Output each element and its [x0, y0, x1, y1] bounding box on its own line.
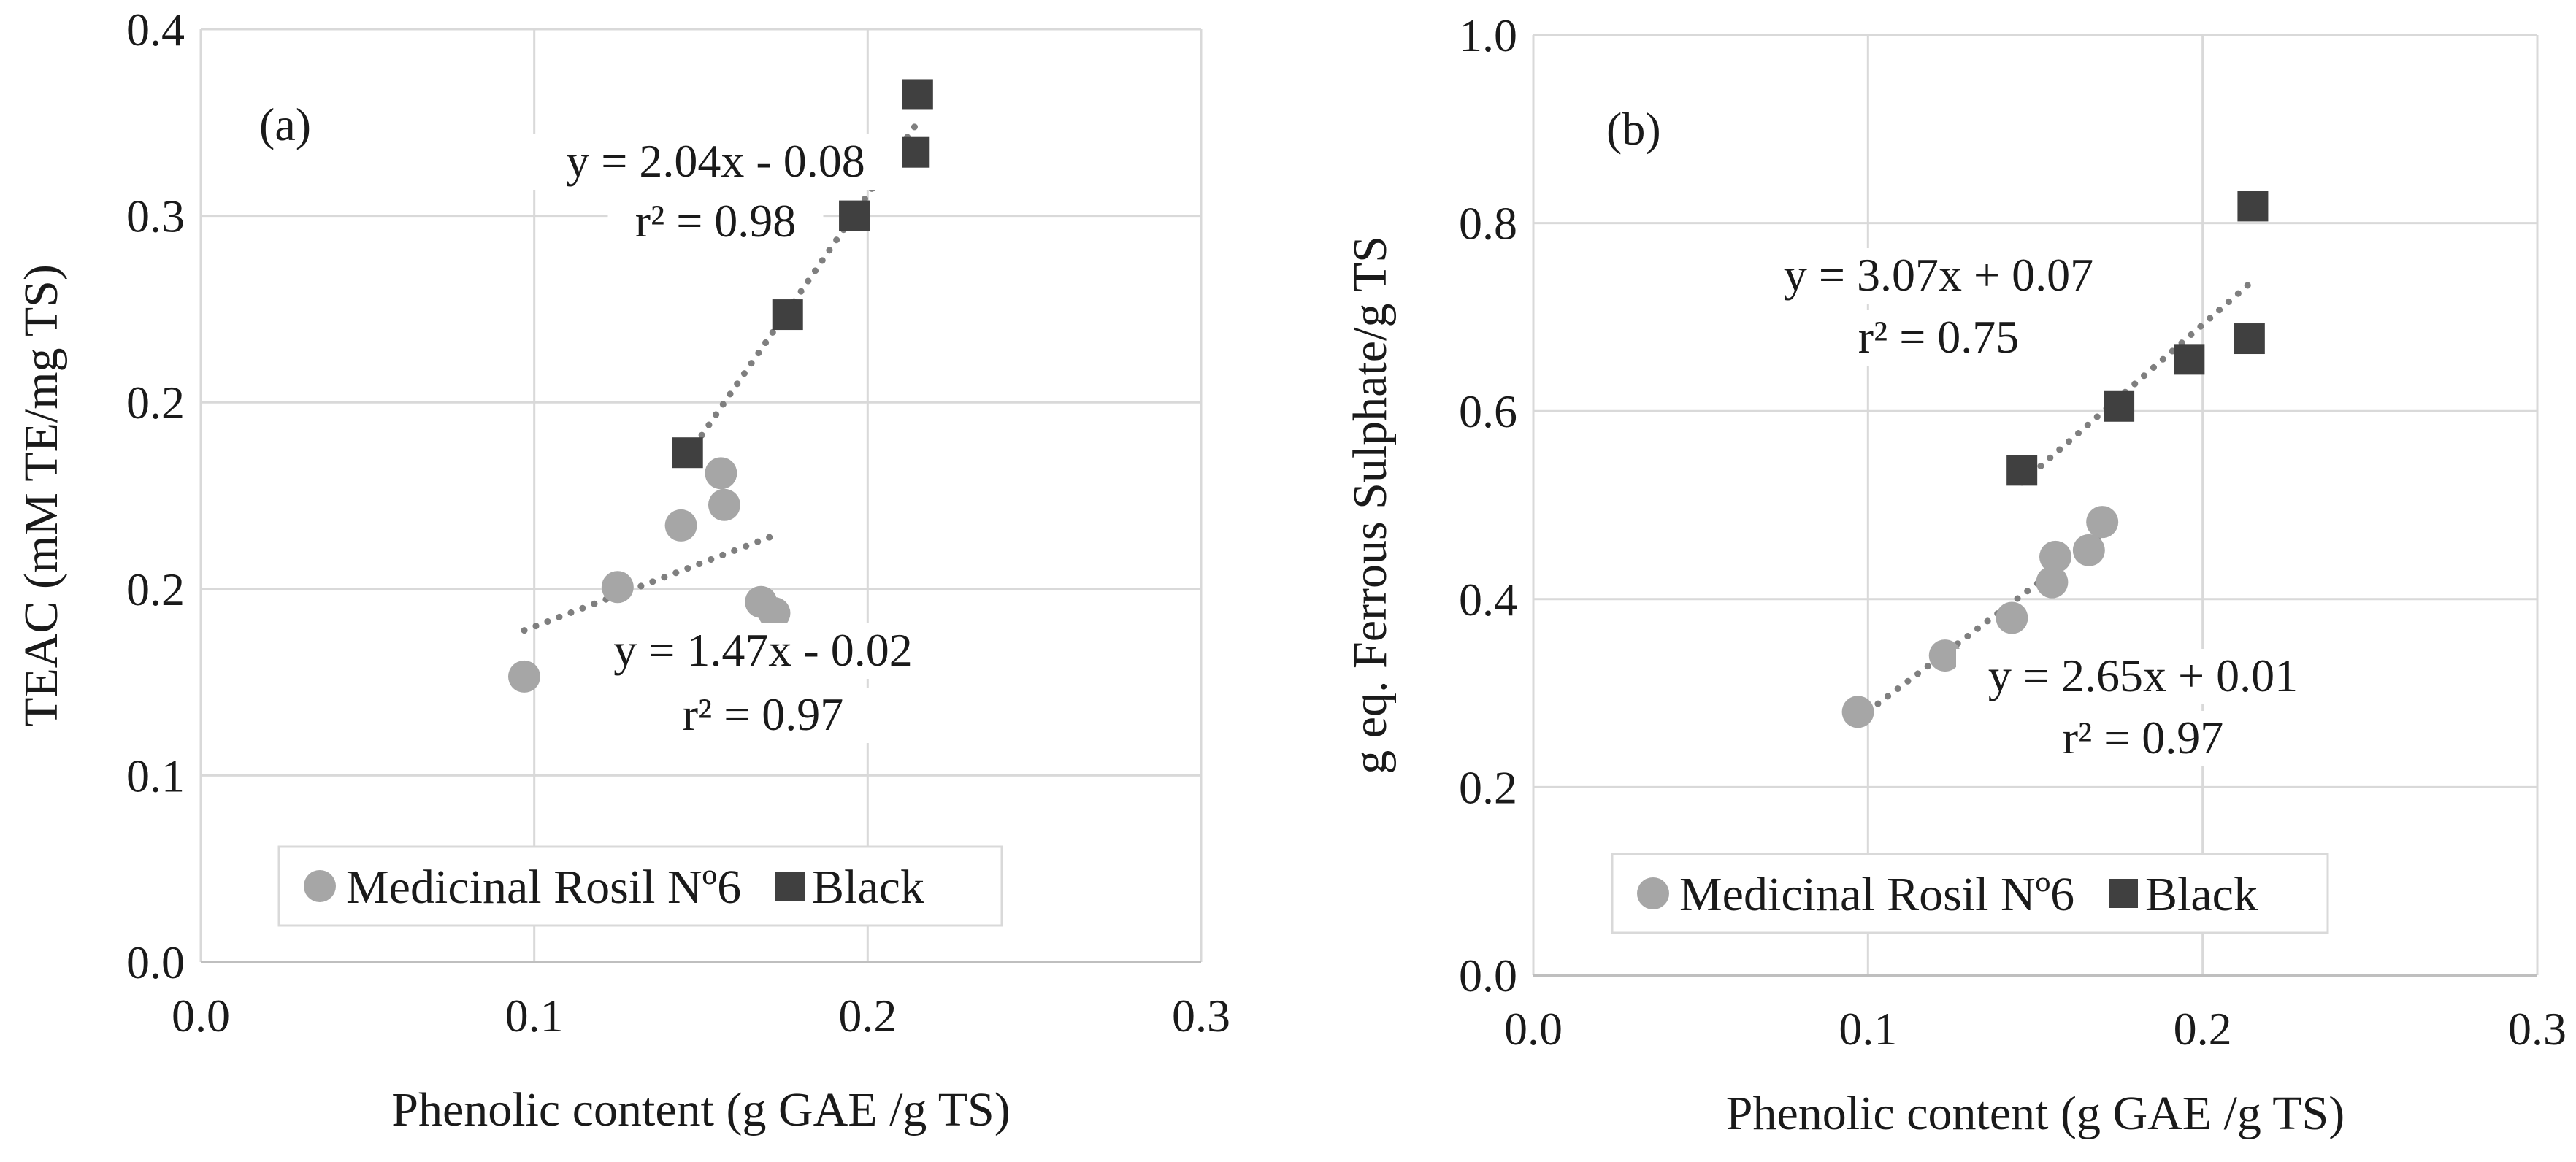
data-point-black — [2006, 455, 2038, 486]
trendline-medicinal — [1855, 531, 2106, 723]
panel-b: 0.0 0.2 0.4 0.6 0.8 1.0 0.0 0.1 0.2 0.3 Phenolic c… — [1343, 9, 2567, 1140]
trendline-r-squared: r² = 0.75 — [1858, 311, 2020, 363]
data-point-medicinal — [507, 660, 540, 693]
y-tick-label: 0.6 — [1459, 385, 1517, 437]
data-point-medicinal — [758, 597, 791, 630]
x-tick-label: 0.3 — [1172, 990, 1230, 1042]
equation-background — [1752, 248, 2125, 304]
data-point-medicinal — [1841, 696, 1874, 728]
data-point-black — [2104, 390, 2135, 422]
y-tick-label: 0.4 — [126, 4, 185, 55]
panel-label: (a) — [259, 99, 311, 150]
data-point-medicinal — [2039, 540, 2071, 573]
data-point-medicinal — [1996, 601, 2028, 634]
data-point-black — [902, 79, 933, 110]
data-point-medicinal — [664, 509, 697, 542]
legend-label-black: Black — [812, 861, 924, 914]
y-tick-label: 0.2 — [126, 563, 185, 615]
data-point-black — [672, 437, 703, 469]
trendline-r-squared: r² = 0.97 — [2063, 712, 2224, 763]
data-point-black — [2174, 344, 2205, 375]
x-tick-label: 0.2 — [2174, 1003, 2232, 1055]
data-point-black — [839, 200, 870, 231]
x-axis-title: Phenolic content (g GAE /g TS) — [1726, 1087, 2345, 1140]
x-tick-label: 0.3 — [2508, 1003, 2567, 1055]
y-tick-label: 0.4 — [1459, 574, 1517, 626]
data-point-black — [899, 136, 930, 168]
trendline-equation: y = 3.07x + 0.07 — [1784, 249, 2093, 301]
y-tick-label: 0.8 — [1459, 198, 1517, 250]
panel-a: 0.0 0.1 0.2 0.2 0.3 0.4 0.0 0.1 0.2 0.3 Phenolic c… — [15, 4, 1230, 1136]
data-point-black — [2234, 323, 2265, 355]
data-point-black — [2237, 191, 2269, 222]
legend-marker-black — [2109, 879, 2138, 908]
y-tick-label: 0.0 — [1459, 950, 1517, 1001]
y-tick-label: 0.0 — [126, 936, 185, 988]
data-point-medicinal — [2036, 566, 2069, 599]
data-point-medicinal — [1928, 639, 1961, 672]
panel-label: (b) — [1606, 103, 1661, 155]
legend-marker-black — [775, 872, 805, 901]
legend-box — [277, 845, 1003, 927]
y-tick-label: 0.2 — [1459, 761, 1517, 813]
legend-marker-medicinal — [1637, 877, 1669, 909]
y-axis-title: TEAC (mM TE/mg TS) — [15, 264, 68, 727]
legend: Medicinal Rosil Nº6 Black — [1611, 853, 2329, 934]
x-tick-label: 0.0 — [1504, 1003, 1563, 1055]
legend-label-medicinal: Medicinal Rosil Nº6 — [346, 861, 741, 914]
equation-background — [1831, 310, 2047, 366]
equation-background — [655, 688, 871, 743]
x-tick-label: 0.1 — [1839, 1003, 1897, 1055]
legend-box — [1611, 853, 2329, 934]
trendline-black — [2018, 277, 2256, 486]
data-point-black — [772, 299, 803, 331]
trendline-medicinal — [521, 532, 778, 634]
trendline-equation: y = 2.04x - 0.08 — [566, 135, 865, 187]
trendline-r-squared: r² = 0.98 — [635, 195, 797, 247]
y-tick-label: 1.0 — [1459, 9, 1517, 61]
trendline-equation: y = 1.47x - 0.02 — [613, 624, 912, 676]
y-axis-title: g eq. Ferrous Sulphate/g TS — [1343, 236, 1397, 774]
data-point-medicinal — [601, 571, 634, 604]
trendline-r-squared: r² = 0.97 — [683, 688, 844, 740]
legend: Medicinal Rosil Nº6 Black — [277, 845, 1003, 927]
equation-background — [1956, 649, 2330, 704]
equation-background — [607, 194, 824, 250]
data-point-medicinal — [2072, 534, 2105, 566]
equation-background — [576, 623, 950, 679]
equation-background — [529, 134, 902, 190]
legend-marker-medicinal — [304, 870, 336, 902]
x-tick-label: 0.0 — [172, 990, 230, 1042]
data-point-medicinal — [2086, 506, 2119, 539]
data-point-medicinal — [708, 488, 740, 521]
legend-label-medicinal: Medicinal Rosil Nº6 — [1679, 868, 2074, 921]
trendline-equation: y = 2.65x + 0.01 — [1988, 650, 2298, 701]
x-tick-label: 0.2 — [838, 990, 897, 1042]
y-tick-label: 0.2 — [126, 377, 185, 428]
y-tick-label: 0.1 — [126, 750, 185, 801]
y-tick-label: 0.3 — [126, 191, 185, 242]
equation-background — [2035, 711, 2251, 766]
data-point-medicinal — [705, 457, 737, 490]
x-axis-title: Phenolic content (g GAE /g TS) — [391, 1083, 1011, 1136]
x-tick-label: 0.1 — [505, 990, 564, 1042]
legend-label-black: Black — [2145, 868, 2258, 921]
